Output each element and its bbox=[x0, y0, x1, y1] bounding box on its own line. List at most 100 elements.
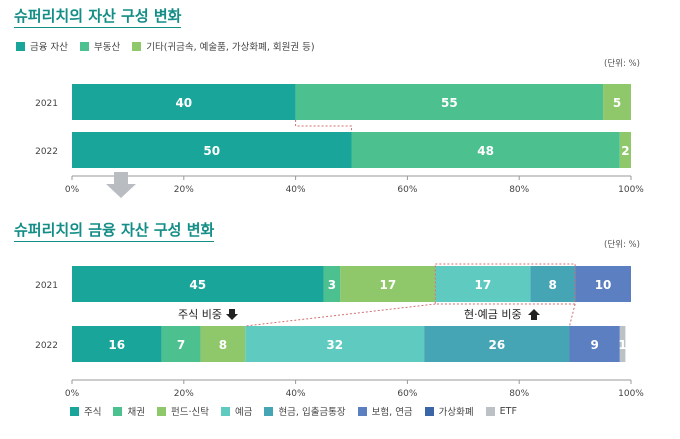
chart2-legend-item: 주식 bbox=[70, 404, 101, 418]
chart2-bar-segment bbox=[424, 326, 570, 362]
chart1-x-tick-label: 60% bbox=[397, 185, 417, 195]
chart2-legend-item: 채권 bbox=[113, 404, 145, 418]
chart2-legend-item: 현금, 입출금통장 bbox=[264, 404, 346, 418]
chart1-category-label: 2021 bbox=[35, 99, 58, 109]
chart1-bar-segment bbox=[619, 132, 631, 168]
chart1-category-label: 2022 bbox=[35, 147, 58, 157]
chart1-x-tick-label: 40% bbox=[286, 185, 306, 195]
chart2-data-label: 9 bbox=[590, 338, 598, 352]
chart2-x-tick-label: 100% bbox=[618, 389, 644, 399]
chart1-legend-label: 부동산 bbox=[93, 42, 121, 53]
chart2-bar-segment bbox=[575, 266, 631, 302]
chart2-legend-label: 보험, 연금 bbox=[371, 407, 413, 418]
chart2-data-label: 17 bbox=[379, 278, 396, 292]
chart2-bar-segment bbox=[569, 326, 620, 362]
chart2-legend-swatch bbox=[357, 406, 367, 416]
chart1-data-label: 5 bbox=[613, 96, 621, 110]
chart2-connector bbox=[245, 303, 436, 327]
chart2-legend-label: ETF bbox=[499, 405, 517, 417]
chart2-legend-swatch bbox=[485, 406, 495, 416]
chart2-bar-segment bbox=[619, 326, 626, 362]
chart1-legend-swatch bbox=[16, 41, 25, 51]
chart2-highlight-box bbox=[434, 263, 576, 305]
annotation-stock-share: 주식 비중 bbox=[178, 308, 222, 321]
chart2-legend-label: 현금, 입출금통장 bbox=[278, 407, 346, 418]
chart2-x-tick-label: 20% bbox=[174, 389, 194, 399]
chart1-x-tick-label: 80% bbox=[509, 185, 529, 195]
chart2-category-label: 2022 bbox=[35, 341, 58, 351]
chart2-unit: (단위: %) bbox=[604, 240, 640, 250]
chart1-data-label: 50 bbox=[203, 144, 220, 158]
chart1-data-label: 2 bbox=[621, 144, 629, 158]
chart1-x-tick-label: 20% bbox=[174, 185, 194, 195]
chart2-legend-item: ETF bbox=[485, 404, 517, 418]
chart2-x-tick-label: 0% bbox=[65, 389, 80, 399]
chart2-legend-swatch bbox=[113, 406, 123, 416]
chart1-legend-swatch bbox=[132, 41, 142, 51]
chart2-x-tick-label: 80% bbox=[509, 389, 529, 399]
chart2-category-label: 2021 bbox=[35, 281, 58, 291]
chart2-legend-item: 펀드·신탁 bbox=[156, 404, 209, 418]
chart1-x-tick-label: 100% bbox=[618, 185, 644, 195]
chart1-legend-item: 부동산 bbox=[79, 39, 121, 53]
chart2-legend-label: 가상화폐 bbox=[438, 407, 474, 418]
chart1-legend-label: 기타(귀금속, 예술품, 가상화폐, 회원권 등) bbox=[146, 42, 315, 53]
chart2-data-label: 8 bbox=[219, 338, 227, 352]
chart2-legend-label: 예금 bbox=[234, 407, 253, 418]
chart2-data-label: 1 bbox=[618, 338, 626, 352]
chart2-x-tick-label: 60% bbox=[397, 389, 417, 399]
chart2-bar-segment bbox=[530, 266, 576, 302]
chart1-legend-swatch bbox=[79, 41, 89, 51]
down-arrow-icon bbox=[106, 172, 136, 198]
chart1-change-connector bbox=[295, 120, 352, 132]
chart1-x-tick-label: 0% bbox=[65, 185, 80, 195]
chart1-data-label: 40 bbox=[175, 96, 192, 110]
chart2-title: 슈퍼리치의 금융 자산 구성 변화 bbox=[14, 219, 215, 242]
chart2-bar-segment bbox=[435, 266, 531, 302]
chart2-legend-label: 펀드·신탁 bbox=[170, 407, 209, 418]
chart2-bar-segment bbox=[161, 326, 201, 362]
chart2-legend-swatch bbox=[220, 406, 230, 416]
chart2-legend-label: 채권 bbox=[127, 407, 145, 418]
chart2-legend-item: 보험, 연금 bbox=[357, 404, 413, 418]
chart2-bar-segment bbox=[323, 266, 341, 302]
annotation-cash-deposit-share: 현·예금 비중 bbox=[464, 308, 522, 321]
chart2-legend-swatch bbox=[156, 406, 166, 416]
chart1-legend-item: 기타(귀금속, 예술품, 가상화폐, 회원권 등) bbox=[132, 39, 315, 53]
chart2-bar-segment bbox=[72, 326, 162, 362]
chart2-data-label: 32 bbox=[326, 338, 343, 352]
chart2-data-label: 45 bbox=[189, 278, 206, 292]
chart1-bar-segment bbox=[72, 84, 296, 120]
chart1-bar-segment bbox=[295, 84, 604, 120]
chart2-legend-swatch bbox=[264, 406, 274, 416]
chart2-connector bbox=[569, 303, 576, 327]
chart2-legend-label: 주식 bbox=[84, 407, 102, 418]
chart2-data-label: 26 bbox=[488, 338, 505, 352]
chart2-legend-item: 가상화폐 bbox=[424, 404, 474, 418]
chart2-bar-segment bbox=[72, 266, 324, 302]
chart1-legend-label: 금융 자산 bbox=[30, 42, 68, 53]
chart1-bar-segment bbox=[72, 132, 352, 168]
chart2-legend-swatch bbox=[424, 406, 434, 416]
chart2-data-label: 16 bbox=[108, 338, 125, 352]
arrow-down-icon bbox=[226, 309, 238, 320]
chart2-legend-swatch bbox=[70, 406, 79, 416]
chart1-bar-segment bbox=[351, 132, 620, 168]
arrow-up-icon bbox=[528, 309, 540, 320]
chart1-bar-segment bbox=[603, 84, 631, 120]
chart1-legend: 금융 자산 부동산 기타(귀금속, 예술품, 가상화폐, 회원권 등) bbox=[16, 39, 315, 53]
chart1-title: 슈퍼리치의 자산 구성 변화 bbox=[14, 5, 182, 28]
chart2-x-tick-label: 40% bbox=[286, 389, 306, 399]
chart2-bar-segment bbox=[200, 326, 246, 362]
chart2-data-label: 10 bbox=[595, 278, 612, 292]
chart2-data-label: 3 bbox=[328, 278, 336, 292]
chart2-legend: 주식 채권 펀드·신탁 예금 현금, 입출금통장 보험, 연금 가상화폐 ETF bbox=[70, 404, 517, 418]
chart2-bar-segment bbox=[245, 326, 425, 362]
chart1-data-label: 48 bbox=[477, 144, 494, 158]
chart2-data-label: 17 bbox=[475, 278, 492, 292]
chart1-legend-item: 금융 자산 bbox=[16, 39, 68, 53]
chart2-bar-segment bbox=[340, 266, 436, 302]
chart2-data-label: 8 bbox=[549, 278, 557, 292]
chart1-data-label: 55 bbox=[441, 96, 458, 110]
